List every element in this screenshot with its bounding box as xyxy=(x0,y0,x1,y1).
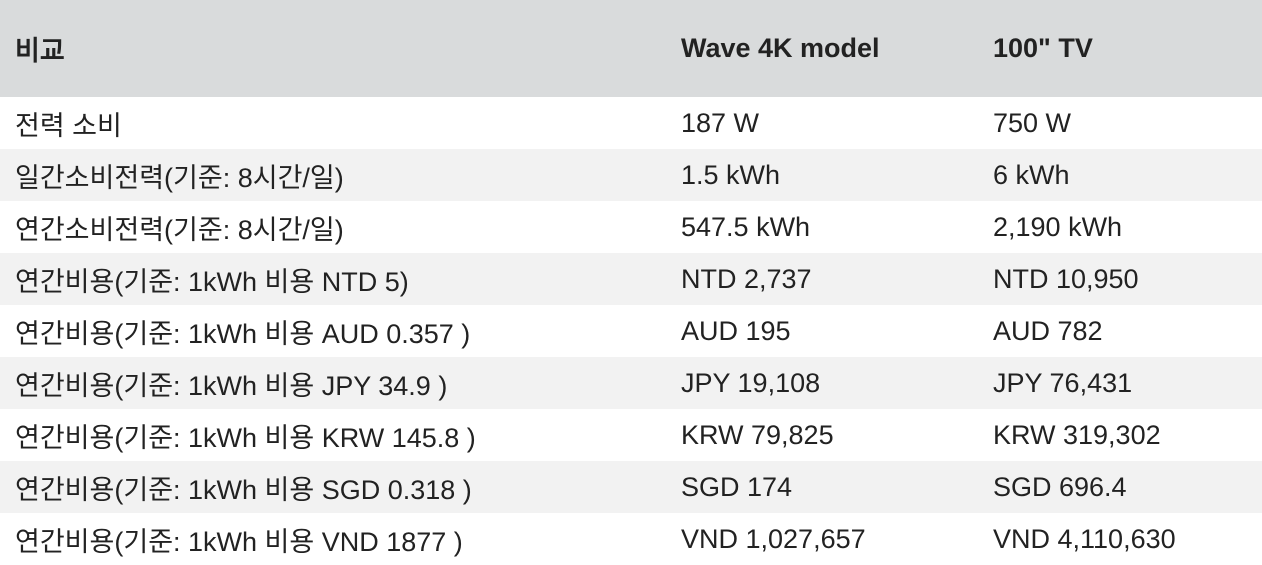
header-cell: 비교 xyxy=(0,0,666,97)
table-cell: 연간비용(기준: 1kWh 비용 VND 1877 ) xyxy=(15,526,463,557)
header-cell: 100" TV xyxy=(978,0,1262,97)
table-row: 연간소비전력(기준: 8시간/일) 547.5 kWh 2,190 kWh xyxy=(0,201,1262,253)
table-cell: VND 4,110,630 xyxy=(993,523,1176,554)
table-cell: 1.5 kWh xyxy=(666,149,978,201)
table-row: 일간소비전력(기준: 8시간/일) 1.5 kWh 6 kWh xyxy=(0,149,1262,201)
table-cell: 연간비용(기준: 1kWh 비용 JPY 34.9 ) xyxy=(0,357,666,409)
table-cell: SGD 696.4 xyxy=(978,461,1262,513)
table-row: 연간비용(기준: 1kWh 비용 AUD 0.357 ) AUD 195 AUD 7… xyxy=(0,305,1262,357)
header-row: 비교 Wave 4K model 100" TV xyxy=(0,0,1262,97)
table-cell: KRW 79,825 xyxy=(681,419,834,450)
table-cell: 547.5 kWh xyxy=(681,211,811,242)
table-cell: 연간소비전력(기준: 8시간/일) xyxy=(15,214,344,245)
table-cell: 연간비용(기준: 1kWh 비용 AUD 0.357 ) xyxy=(15,318,471,349)
table-header: 비교 Wave 4K model 100" TV xyxy=(0,0,1262,97)
table-cell: 연간비용(기준: 1kWh 비용 SGD 0.318 ) xyxy=(0,461,666,513)
table-row: 연간비용(기준: 1kWh 비용 JPY 34.9 ) JPY 19,108 JPY… xyxy=(0,357,1262,409)
table-row: 연간비용(기준: 1kWh 비용 SGD 0.318 ) SGD 174 SGD 6… xyxy=(0,461,1262,513)
table-cell: AUD 782 xyxy=(993,315,1103,346)
table-cell: AUD 195 xyxy=(681,315,791,346)
header-cell: Wave 4K model xyxy=(666,0,978,97)
table-row: 연간비용(기준: 1kWh 비용 KRW 145.8 ) KRW 79,825 KR… xyxy=(0,409,1262,461)
table-row: 연간비용(기준: 1kWh 비용 VND 1877 ) VND 1,027,657… xyxy=(0,513,1262,565)
table-body: 전력 소비 187 W 750 W 일간소비전력(기준: 8시간/일) 1.5 kWh 6… xyxy=(0,97,1262,565)
table-cell: 연간비용(기준: 1kWh 비용 KRW 145.8 ) xyxy=(15,422,476,453)
table-cell: 일간소비전력(기준: 8시간/일) xyxy=(0,149,666,201)
table-cell: 6 kWh xyxy=(978,149,1262,201)
table-cell: SGD 174 xyxy=(666,461,978,513)
table-cell: JPY 19,108 xyxy=(666,357,978,409)
table-cell: 2,190 kWh xyxy=(993,211,1123,242)
table-cell: 750 W xyxy=(993,107,1072,138)
table-cell: NTD 10,950 xyxy=(978,253,1262,305)
table-cell: JPY 76,431 xyxy=(978,357,1262,409)
table-row: 전력 소비 187 W 750 W xyxy=(0,97,1262,149)
table-cell: 187 W xyxy=(681,107,760,138)
table-cell: NTD 2,737 xyxy=(666,253,978,305)
table-cell: KRW 319,302 xyxy=(993,419,1161,450)
table-cell: 연간비용(기준: 1kWh 비용 NTD 5) xyxy=(0,253,666,305)
table-cell: 전력 소비 xyxy=(15,110,122,141)
table-cell: VND 1,027,657 xyxy=(681,523,866,554)
table-row: 연간비용(기준: 1kWh 비용 NTD 5) NTD 2,737 NTD 10,9… xyxy=(0,253,1262,305)
